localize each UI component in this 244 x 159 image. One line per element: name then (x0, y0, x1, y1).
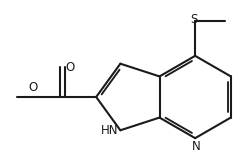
Text: HN: HN (101, 124, 118, 137)
Text: N: N (192, 140, 200, 153)
Text: O: O (28, 81, 37, 94)
Text: S: S (190, 13, 197, 26)
Text: O: O (65, 61, 74, 74)
